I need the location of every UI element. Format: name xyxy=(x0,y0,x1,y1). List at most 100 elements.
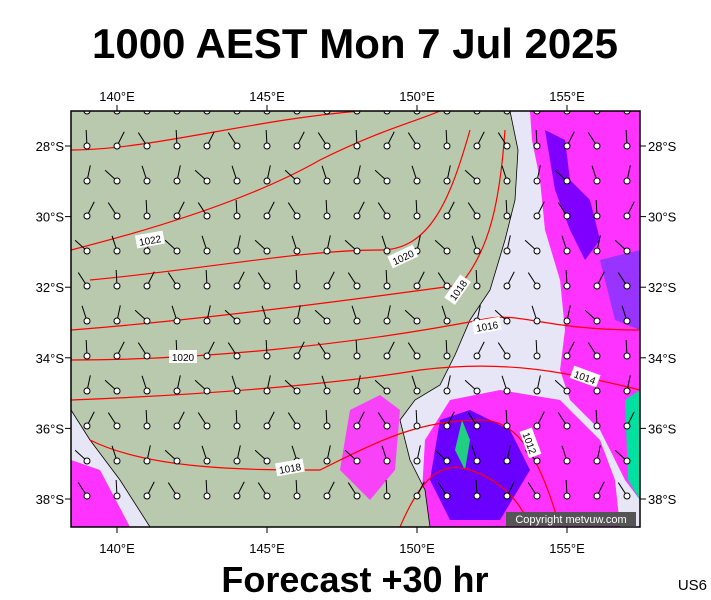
isobar-label: 1022 xyxy=(134,230,165,249)
barb-station xyxy=(503,282,511,290)
barb-station xyxy=(503,422,511,430)
lon-label-top: 140°E xyxy=(99,89,135,104)
barb-station xyxy=(623,352,631,360)
lon-label-top: 145°E xyxy=(249,89,285,104)
barb-station xyxy=(233,387,241,395)
barb-station xyxy=(443,422,451,430)
rain-heavy xyxy=(545,130,600,260)
barb-station xyxy=(503,352,511,360)
barb-station xyxy=(503,492,511,500)
barb-station xyxy=(203,247,211,255)
lat-label-left: 38°S xyxy=(36,492,65,507)
barb-station xyxy=(263,212,271,220)
barb-station xyxy=(503,177,511,185)
barb-station xyxy=(203,212,211,220)
barb-station xyxy=(413,212,421,220)
barb-station xyxy=(83,247,91,255)
barb-station xyxy=(263,492,271,500)
barb-station xyxy=(473,387,481,395)
barb-station xyxy=(83,352,91,360)
isobar-label: 1018 xyxy=(274,458,305,477)
barb-staff xyxy=(207,111,208,112)
isobar-label-text: 1020 xyxy=(172,353,195,364)
barb-station xyxy=(293,247,301,255)
isobar-label-box xyxy=(444,274,471,305)
map-area xyxy=(71,111,640,527)
barb-station xyxy=(293,142,301,150)
barb-station xyxy=(113,387,121,395)
barb-station xyxy=(113,317,121,325)
barb-station xyxy=(533,457,541,465)
title: 1000 AEST Mon 7 Jul 2025 xyxy=(92,20,618,67)
lat-label-right: 34°S xyxy=(648,351,677,366)
barb-station xyxy=(623,317,631,325)
barb-station xyxy=(83,212,91,220)
barb-station xyxy=(173,317,181,325)
lat-label-left: 36°S xyxy=(36,421,65,436)
barb-station xyxy=(533,387,541,395)
barb-station xyxy=(473,422,481,430)
barb-staff xyxy=(477,111,478,112)
barb-station xyxy=(173,247,181,255)
isobar-label-box xyxy=(471,316,502,335)
barb-station xyxy=(503,247,511,255)
barb-station xyxy=(173,422,181,430)
barb-station xyxy=(413,492,421,500)
barb-station xyxy=(413,317,421,325)
barb-station xyxy=(593,422,601,430)
barb-station xyxy=(173,212,181,220)
barb-station xyxy=(113,177,121,185)
barb-station xyxy=(593,247,601,255)
barb-station xyxy=(113,492,121,500)
isobar-line xyxy=(71,365,640,401)
barb-staff xyxy=(146,111,147,112)
barb-staff xyxy=(626,111,627,112)
barb-station xyxy=(383,457,391,465)
barb-station xyxy=(293,387,301,395)
rain-intense xyxy=(625,390,640,500)
lat-label-left: 32°S xyxy=(36,280,65,295)
barb-station xyxy=(323,212,331,220)
barb-station xyxy=(443,387,451,395)
barb-station xyxy=(143,177,151,185)
barb-station xyxy=(623,387,631,395)
barb-station xyxy=(413,457,421,465)
forecast-label: Forecast +30 hr xyxy=(221,559,488,600)
barb-station xyxy=(473,492,481,500)
barb-station xyxy=(623,177,631,185)
barb-station xyxy=(113,457,121,465)
lat-label-left: 34°S xyxy=(36,351,65,366)
barb-station xyxy=(593,142,601,150)
barb-station xyxy=(593,352,601,360)
barb-station xyxy=(263,457,271,465)
rain-area xyxy=(340,395,400,500)
barb-station xyxy=(563,457,571,465)
barb-staff xyxy=(86,111,87,112)
barb-station xyxy=(233,317,241,325)
barb-station xyxy=(113,212,121,220)
barb-station xyxy=(323,387,331,395)
barb-station xyxy=(563,387,571,395)
barb-station xyxy=(83,177,91,185)
barb-station xyxy=(353,282,361,290)
isobar-label-box xyxy=(519,427,542,459)
barb-station xyxy=(473,352,481,360)
barb-station xyxy=(143,387,151,395)
barb-station xyxy=(113,142,121,150)
barb-station xyxy=(203,177,211,185)
barb-station xyxy=(563,142,571,150)
barb-station xyxy=(503,317,511,325)
isobar-label-box xyxy=(134,230,165,249)
ticks: 140°E 140°E 145°E 145°E 150°E 150°E 155°E 155°E… xyxy=(36,89,677,556)
isobar-line xyxy=(71,111,441,251)
barb-station xyxy=(413,142,421,150)
barb-station xyxy=(203,142,211,150)
barb-staff xyxy=(297,111,298,112)
barb-station xyxy=(203,352,211,360)
barb-station xyxy=(473,282,481,290)
lon-label-bottom: 145°E xyxy=(249,541,285,556)
isobar-label-text: 1016 xyxy=(475,320,499,335)
barb-station xyxy=(113,352,121,360)
barb-staff xyxy=(326,111,327,112)
barb-station xyxy=(443,247,451,255)
